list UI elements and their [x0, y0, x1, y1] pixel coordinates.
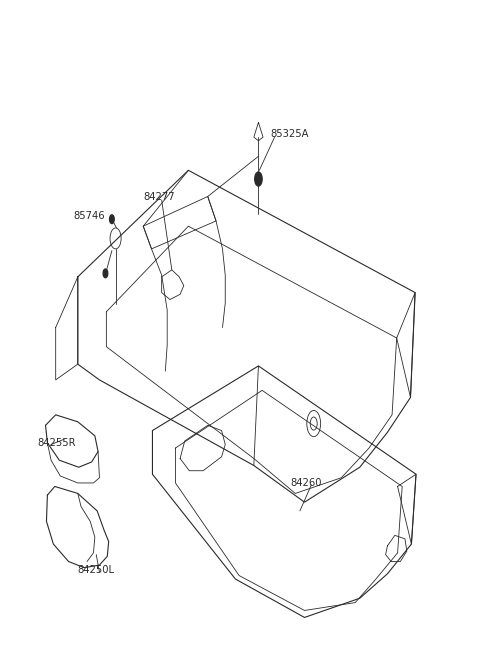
Text: 84250L: 84250L — [78, 565, 115, 575]
Circle shape — [255, 172, 262, 186]
Text: 84260: 84260 — [291, 478, 322, 488]
Circle shape — [109, 215, 114, 223]
Text: 84277: 84277 — [143, 191, 175, 202]
Text: 85746: 85746 — [73, 211, 105, 221]
Text: 84255R: 84255R — [37, 438, 76, 448]
Circle shape — [103, 269, 108, 278]
Text: 85325A: 85325A — [270, 128, 309, 139]
